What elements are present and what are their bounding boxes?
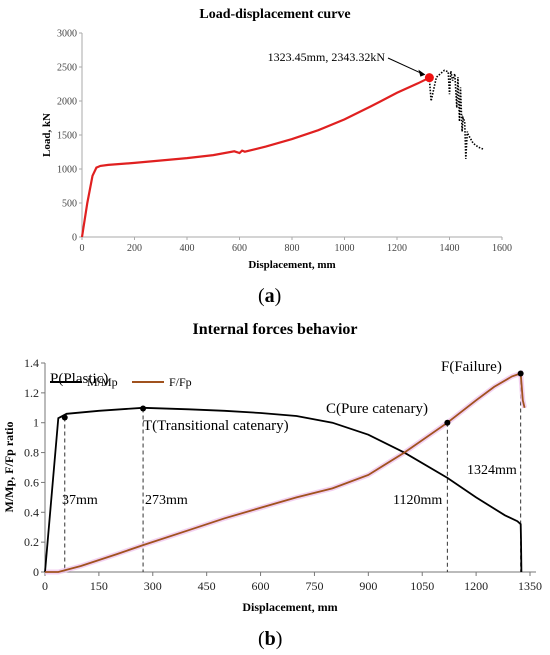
caption-a-letter: a [264,285,275,307]
chart2-x-tick-label: 150 [90,579,108,593]
chart2-title: Internal forces behavior [192,321,357,338]
chart2-x-tick-label: 600 [252,579,270,593]
chart2-x-tick-label: 1200 [464,579,488,593]
chart2-y-tick-label: 0.6 [24,475,39,489]
chart1-x-tick-label: 600 [232,243,247,254]
chart1-peak-point [424,73,434,83]
chart1-y-ticks: 0 500 1000 1500 2000 2500 3000 [57,29,82,244]
chart1-x-tick-label: 1600 [492,243,512,254]
chart2-guide-label: 273mm [145,493,188,508]
chart2-marker-point [444,419,451,426]
chart1-series-load [80,76,430,238]
chart1-series-post-peak [428,69,484,159]
chart2-y-tick-label: 0.8 [24,446,39,460]
chart2-ffp-halo [45,369,528,575]
caption-b: (b) [258,628,283,650]
chart2-x-tick-label: 450 [198,579,216,593]
chart1-y-tick-label: 0 [72,233,77,244]
chart1-y-tick-label: 500 [62,199,77,210]
chart2-series-ffp [45,372,526,573]
chart1-x-tick-label: 1400 [440,243,460,254]
chart2-y-tick-label: 0.4 [24,505,39,519]
chart2-x-tick-label: 0 [42,579,48,593]
chart2-stage-label: F(Failure) [441,359,502,375]
chart2-x-tick-label: 900 [359,579,377,593]
legend-label-ffp: F/Fp [169,375,192,389]
chart2-y-tick-label: 1.2 [24,386,39,400]
chart1-peak-arrowhead [418,69,426,77]
chart2-series-mmp [44,406,523,573]
chart2-stage-label: C(Pure catenary) [326,401,428,417]
chart2-y-tick-label: 1 [33,416,39,430]
chart2-marker-point [517,370,524,377]
chart2-x-tick-label: 300 [144,579,162,593]
chart2-guide-label: 1120mm [393,493,442,508]
chart1-y-label: Load, kN [41,113,53,157]
chart1-y-tick-label: 1000 [57,165,77,176]
chart2-x-tick-label: 1350 [518,579,542,593]
chart1-x-tick-label: 0 [80,243,85,254]
chart2-legend: M/Mp F/Fp [50,375,192,389]
chart2-guides [64,373,522,572]
chart2-guide-label: 37mm [62,493,98,508]
chart1-peak-arrow [387,57,425,76]
chart2-x-ticks: 0 150 300 450 600 750 900 1050 1200 1350 [42,572,542,593]
chart1-annotations: 1323.45mm, 2343.32kN [268,50,434,83]
caption-a: (a) [258,285,282,307]
chart2-y-ticks: 0 0.2 0.4 0.6 0.8 1 1.2 1.4 [24,356,45,579]
chart1-series [80,69,484,238]
chart2-y-tick-label: 1.4 [24,356,39,370]
chart2-x-tick-label: 1050 [410,579,434,593]
caption-b-letter: b [264,628,276,650]
chart1-title: Load-displacement curve [199,7,350,22]
chart1-x-tick-label: 800 [285,243,300,254]
chart2-y-tick-label: 0 [33,565,39,579]
chart2-axes [44,363,536,573]
chart2-marker-point [61,414,68,421]
chart2-x-tick-label: 750 [305,579,323,593]
chart1-x-tick-label: 1200 [387,243,407,254]
chart1-x-tick-label: 1000 [335,243,355,254]
legend-label-mmp: M/Mp [87,375,118,389]
chart1-y-tick-label: 2500 [57,63,77,74]
chart1-y-tick-label: 2000 [57,97,77,108]
chart1-peak-label: 1323.45mm, 2343.32kN [268,50,386,64]
chart2-x-label: Displacement, mm [242,600,337,614]
chart2-guide-label: 1324mm [467,463,517,478]
chart2-stage-label: T(Transitional catenary) [143,418,289,434]
chart1-x-ticks: 0 200 400 600 800 1000 1200 1400 1600 [80,237,512,254]
chart1-y-tick-label: 3000 [57,29,77,40]
chart2-y-label: M/Mp, F/Fp ratio [2,422,16,513]
chart2-marker-point [140,405,147,412]
chart2-series [44,369,528,575]
chart1-y-tick-label: 1500 [57,131,77,142]
chart2-y-tick-label: 0.2 [24,535,39,549]
chart1-x-tick-label: 200 [127,243,142,254]
chart1-x-tick-label: 400 [180,243,195,254]
chart1-x-label: Displacement, mm [248,259,335,271]
